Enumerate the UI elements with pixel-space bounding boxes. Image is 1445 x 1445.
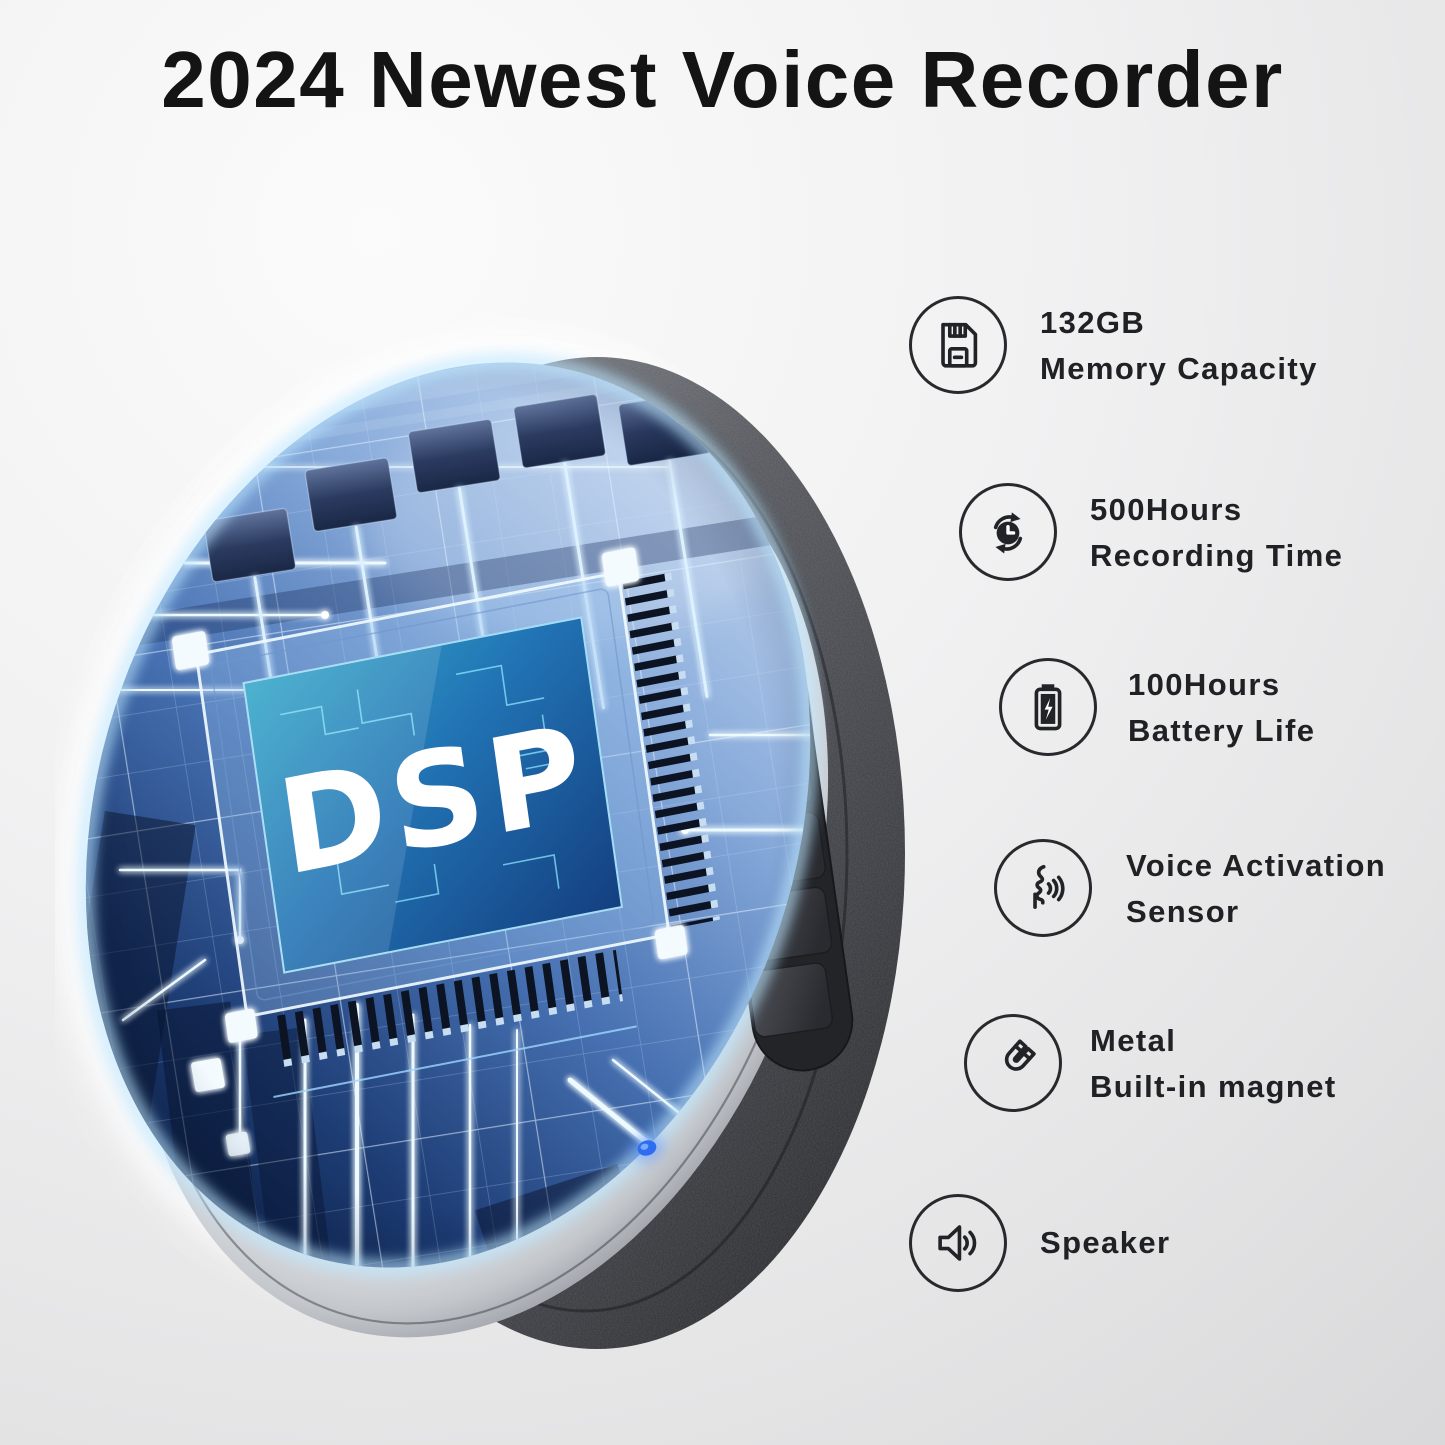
feature-label: Sensor bbox=[1126, 894, 1240, 929]
device-face-circuit: DSP bbox=[55, 315, 847, 1362]
memory-card-icon bbox=[941, 322, 978, 368]
feature-value: 500Hours bbox=[1090, 492, 1243, 527]
feature-label: Memory Capacity bbox=[1040, 351, 1318, 386]
feature-value: Metal bbox=[1090, 1023, 1177, 1058]
page-title: 2024 Newest Voice Recorder bbox=[161, 35, 1284, 124]
battery-icon bbox=[1034, 684, 1062, 731]
speaker-icon-circle bbox=[909, 1194, 1007, 1292]
feature-value: 100Hours bbox=[1128, 667, 1281, 702]
feature-label: Recording Time bbox=[1090, 538, 1344, 573]
feature-label: Built-in magnet bbox=[1090, 1069, 1337, 1104]
feature-value: Speaker bbox=[1040, 1225, 1171, 1260]
feature-value: Voice Activation bbox=[1126, 848, 1387, 883]
feature-label: Battery Life bbox=[1128, 713, 1316, 748]
voice-activation-icon bbox=[1033, 864, 1065, 909]
device-illustration: DSP bbox=[55, 315, 905, 1362]
feature-value: 132GB bbox=[1040, 305, 1146, 340]
magnet-icon bbox=[1004, 1039, 1036, 1071]
status-led bbox=[630, 1134, 664, 1162]
memory-card-icon-circle bbox=[909, 296, 1007, 394]
speaker-icon bbox=[938, 1225, 977, 1261]
recording-time-icon-circle bbox=[959, 483, 1057, 581]
recording-time-icon bbox=[993, 512, 1023, 554]
voice-activation-icon-circle bbox=[994, 839, 1092, 937]
magnet-icon-circle bbox=[964, 1014, 1062, 1112]
battery-icon-circle bbox=[999, 658, 1097, 756]
face-rim-glow bbox=[78, 355, 818, 1275]
